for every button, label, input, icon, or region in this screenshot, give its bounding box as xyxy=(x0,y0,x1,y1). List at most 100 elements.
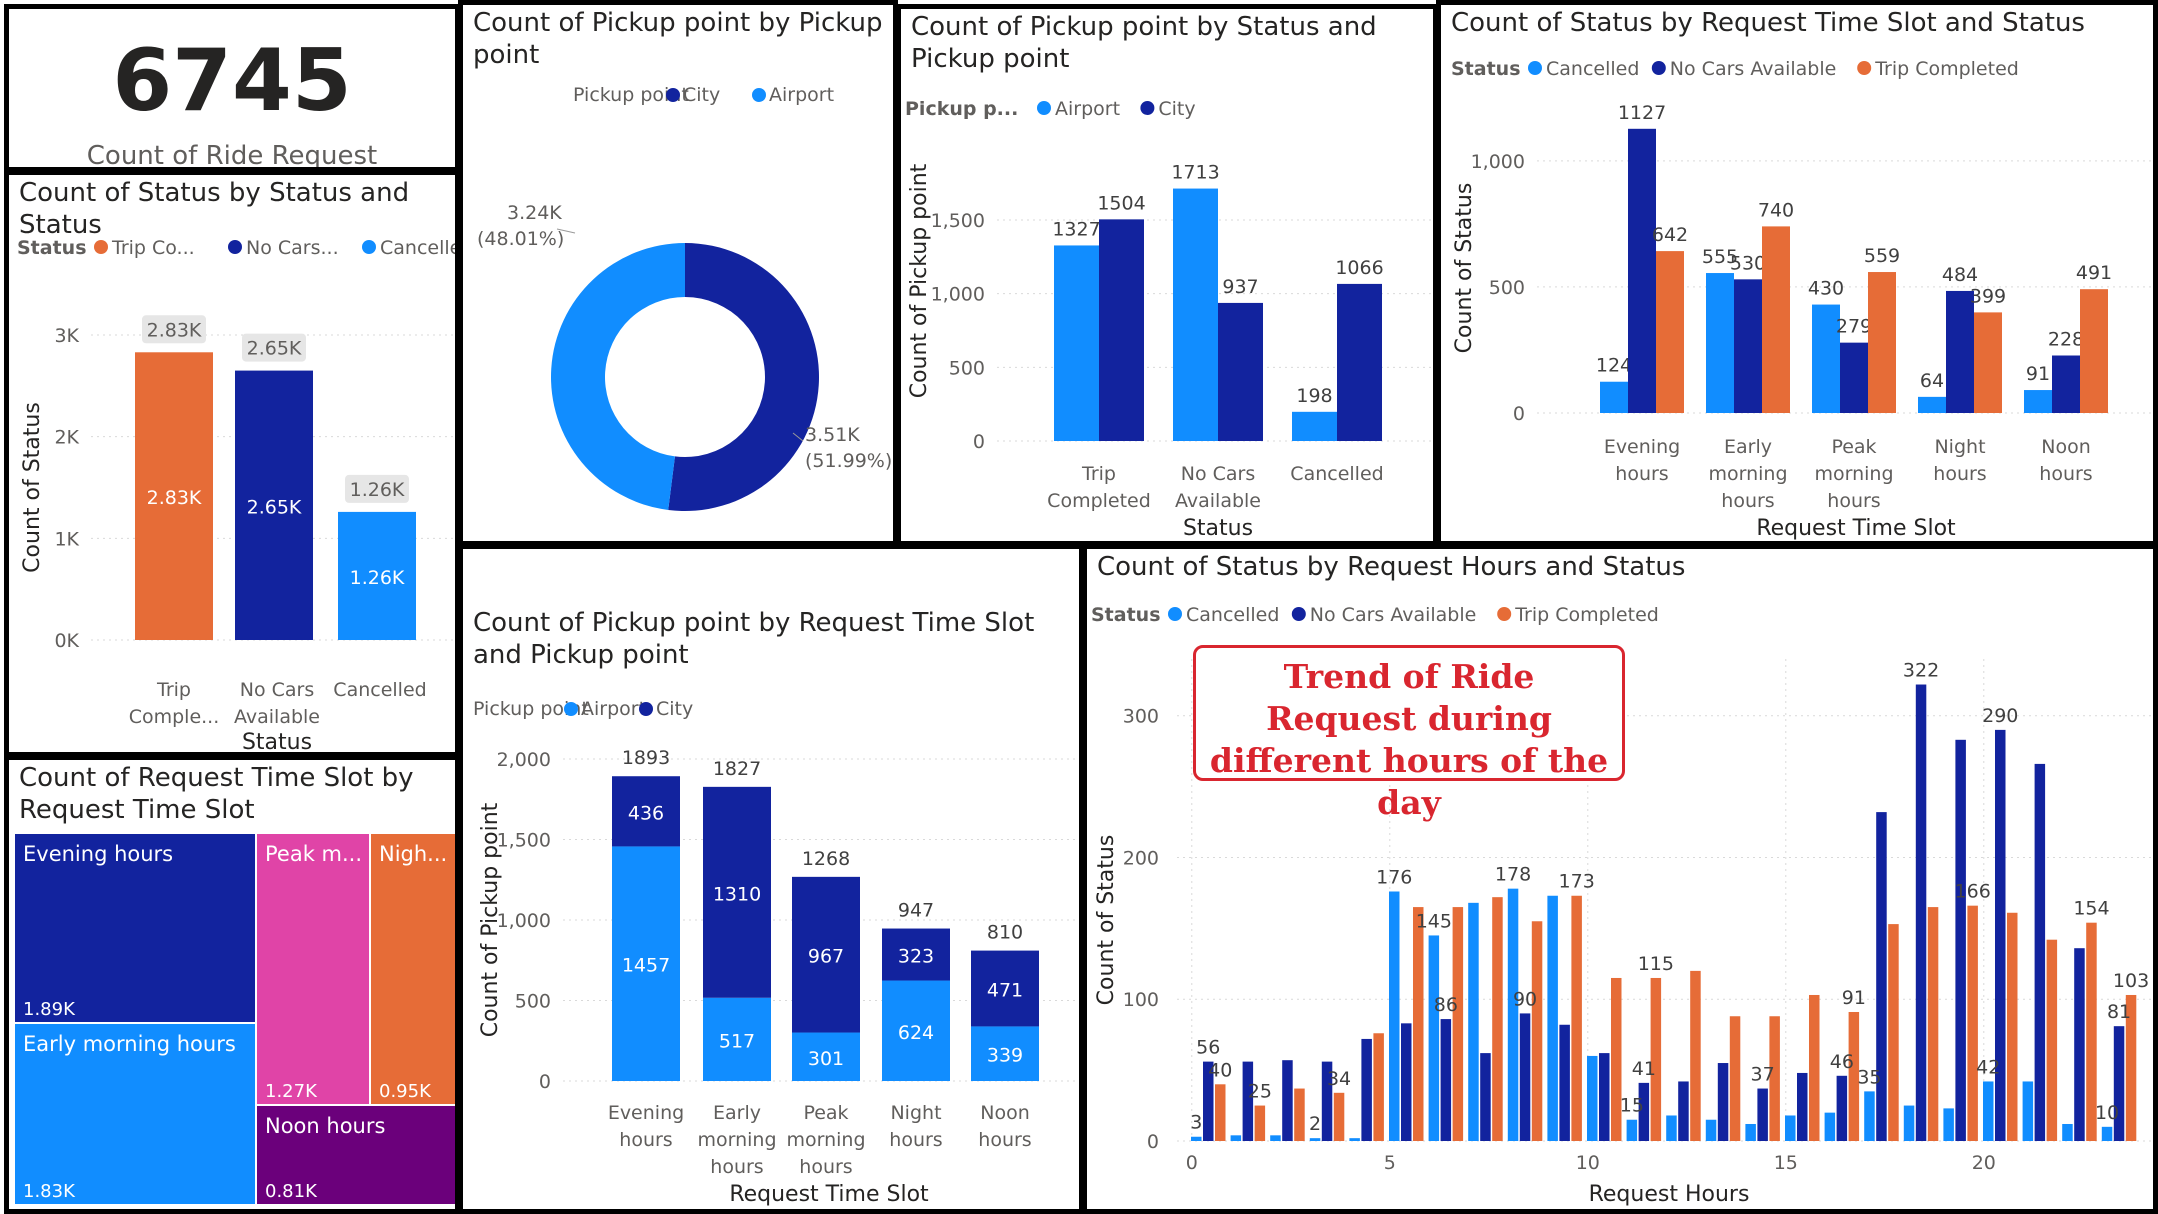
bar[interactable] xyxy=(1333,1092,1345,1141)
bar[interactable] xyxy=(1797,1072,1808,1141)
bar[interactable] xyxy=(1428,935,1440,1141)
bar[interactable] xyxy=(1507,888,1519,1141)
bar[interactable] xyxy=(1413,907,1424,1141)
treemap-tile[interactable]: Evening hours 1.89K xyxy=(15,834,255,1022)
bar[interactable] xyxy=(1519,1013,1531,1141)
bar[interactable] xyxy=(1705,1119,1717,1141)
bar[interactable] xyxy=(1270,1135,1281,1141)
treemap-tile[interactable]: Noon hours 0.81K xyxy=(257,1106,455,1204)
bar[interactable] xyxy=(2125,994,2137,1141)
bar[interactable] xyxy=(1099,219,1144,441)
bar[interactable] xyxy=(1785,1115,1796,1141)
treemap-tile[interactable]: Early morning hours 1.83K xyxy=(15,1024,255,1204)
bar[interactable] xyxy=(1599,1053,1610,1141)
bar[interactable] xyxy=(1946,290,1974,413)
bar[interactable] xyxy=(1734,279,1762,413)
bar[interactable] xyxy=(1943,1108,1954,1141)
bar[interactable] xyxy=(1389,891,1400,1141)
bar[interactable] xyxy=(1242,1061,1254,1141)
status-timeslot-panel[interactable]: Count of Status by Request Time Slot and… xyxy=(1436,0,2158,546)
data-label-bg[interactable] xyxy=(142,315,206,344)
bar[interactable] xyxy=(1337,283,1382,441)
bar[interactable] xyxy=(1292,411,1337,441)
bar[interactable] xyxy=(1888,924,1899,1141)
bar[interactable] xyxy=(1983,1081,1994,1141)
donut-slice[interactable] xyxy=(668,243,819,511)
data-label-bg[interactable] xyxy=(242,333,306,362)
bar-airport[interactable] xyxy=(971,1026,1039,1081)
bar[interactable] xyxy=(1468,902,1479,1141)
bar[interactable] xyxy=(235,370,313,640)
bar[interactable] xyxy=(1230,1135,1242,1141)
bar[interactable] xyxy=(1440,1019,1452,1141)
bar[interactable] xyxy=(1531,921,1543,1141)
bar-airport[interactable] xyxy=(703,997,771,1081)
bar[interactable] xyxy=(1638,1082,1650,1141)
bar[interactable] xyxy=(1876,812,1887,1141)
bar[interactable] xyxy=(1927,907,1939,1141)
bar[interactable] xyxy=(2080,289,2108,413)
bar[interactable] xyxy=(1611,977,1622,1141)
bar[interactable] xyxy=(1656,251,1684,413)
bar-city[interactable] xyxy=(792,876,860,1033)
bar[interactable] xyxy=(1559,1024,1570,1141)
status-bar-panel[interactable]: Count of Status by Status and Status Sta… xyxy=(4,170,460,757)
bar[interactable] xyxy=(338,511,416,640)
bar-city[interactable] xyxy=(612,776,680,847)
bar[interactable] xyxy=(2101,1126,2113,1141)
bar[interactable] xyxy=(1915,684,1927,1141)
bar[interactable] xyxy=(1812,304,1840,413)
bar[interactable] xyxy=(1191,1136,1202,1141)
bar[interactable] xyxy=(2074,948,2085,1141)
bar[interactable] xyxy=(1309,1138,1321,1141)
bar[interactable] xyxy=(1848,1011,1860,1141)
bar-city[interactable] xyxy=(882,928,950,981)
bar[interactable] xyxy=(1401,1023,1412,1141)
treemap-area[interactable]: Evening hours 1.89K Early morning hours 1.8… xyxy=(15,834,455,1209)
bar[interactable] xyxy=(1666,1115,1677,1141)
pickup-status-panel[interactable]: Count of Pickup point by Status and Pick… xyxy=(896,4,1438,546)
bar[interactable] xyxy=(2086,922,2097,1141)
bar[interactable] xyxy=(2034,763,2046,1141)
bar[interactable] xyxy=(1762,226,1790,413)
bar[interactable] xyxy=(1294,1088,1305,1141)
bar[interactable] xyxy=(2007,912,2018,1141)
bar[interactable] xyxy=(1717,1063,1729,1141)
bar[interactable] xyxy=(1254,1105,1266,1141)
status-hours-panel[interactable]: Count of Status by Request Hours and Sta… xyxy=(1082,544,2158,1214)
bar[interactable] xyxy=(1918,396,1946,413)
pickup-donut-panel[interactable]: Count of Pickup point by Pickup point Pi… xyxy=(458,0,898,546)
bar[interactable] xyxy=(1321,1061,1333,1141)
data-label-bg[interactable] xyxy=(345,474,409,503)
bar[interactable] xyxy=(1995,729,2006,1141)
bar[interactable] xyxy=(1974,312,2002,413)
bar[interactable] xyxy=(1218,302,1263,441)
bar[interactable] xyxy=(1809,994,1820,1141)
bar[interactable] xyxy=(2022,1081,2034,1141)
bar[interactable] xyxy=(1836,1075,1848,1141)
bar[interactable] xyxy=(1769,1016,1780,1141)
bar-airport[interactable] xyxy=(882,980,950,1081)
bar[interactable] xyxy=(1757,1088,1768,1141)
bar[interactable] xyxy=(1492,897,1503,1141)
treemap-tile[interactable]: Nigh... 0.95K xyxy=(371,834,455,1104)
bar[interactable] xyxy=(1678,1081,1689,1141)
bar[interactable] xyxy=(1600,381,1628,413)
bar[interactable] xyxy=(2052,355,2080,413)
bar[interactable] xyxy=(1373,1033,1384,1141)
bar[interactable] xyxy=(1967,905,1978,1141)
bar[interactable] xyxy=(2046,939,2058,1141)
bar[interactable] xyxy=(1706,273,1734,413)
timeslot-treemap-panel[interactable]: Count of Request Time Slot by Request Ti… xyxy=(4,755,460,1214)
bar[interactable] xyxy=(1840,342,1868,413)
bar[interactable] xyxy=(1215,1084,1226,1141)
bar-city[interactable] xyxy=(703,786,771,998)
status-bar-chart[interactable]: Status Trip Co... No Cars... Cancelled 0K 1K 2… xyxy=(9,175,460,757)
bar[interactable] xyxy=(1480,1053,1491,1141)
donut-slice[interactable] xyxy=(551,243,685,510)
bar[interactable] xyxy=(1903,1105,1915,1141)
bar[interactable] xyxy=(2062,1123,2073,1141)
bar[interactable] xyxy=(1282,1060,1293,1141)
